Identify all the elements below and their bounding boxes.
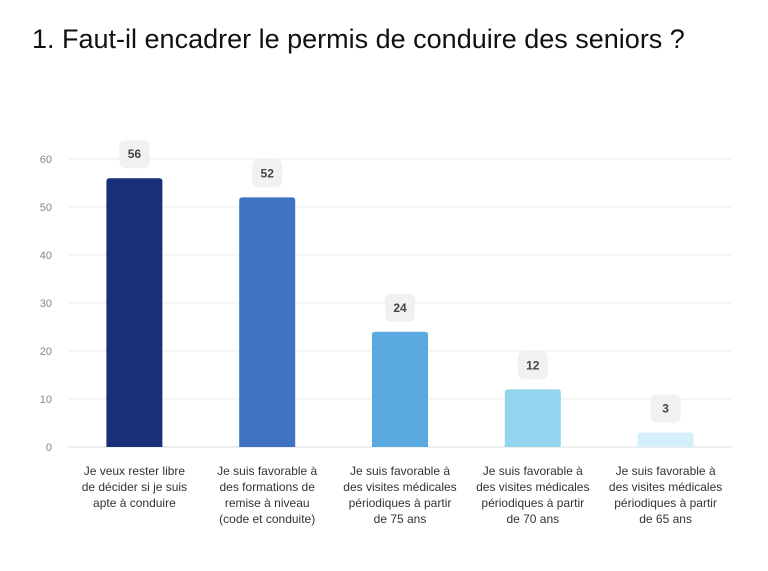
x-category-label: périodiques à partir: [481, 496, 584, 510]
x-category-label: Je suis favorable à: [217, 464, 317, 478]
x-category-label: Je suis favorable à: [350, 464, 450, 478]
y-tick-label: 30: [40, 298, 52, 310]
x-category-label: Je veux rester libre: [84, 464, 186, 478]
bar: [637, 432, 694, 447]
x-category-label: Je suis favorable à: [616, 464, 716, 478]
y-tick-label: 50: [40, 202, 52, 214]
chart-title: 1. Faut-il encadrer le permis de conduir…: [32, 24, 685, 54]
x-category-label: périodiques à partir: [614, 496, 717, 510]
data-label: 3: [662, 402, 669, 416]
x-category-label: périodiques à partir: [349, 496, 452, 510]
x-category-label: de 70 ans: [506, 512, 559, 526]
y-tick-label: 20: [40, 346, 52, 358]
data-label-badge: [119, 140, 150, 169]
x-category-label: des visites médicales: [343, 480, 456, 494]
data-label: 56: [128, 147, 142, 161]
x-category-label: de décider si je suis: [82, 480, 187, 494]
data-label: 12: [526, 358, 540, 372]
data-label: 24: [393, 301, 407, 315]
data-label-badge: [385, 293, 415, 322]
data-label-badge: [252, 159, 283, 188]
x-category-label: apte à conduire: [93, 496, 176, 510]
x-category-label: de 75 ans: [374, 512, 427, 526]
data-label: 52: [261, 166, 275, 180]
bar: [106, 178, 163, 447]
x-category-label: (code et conduite): [219, 512, 315, 526]
y-tick-label: 10: [40, 394, 52, 406]
x-category-label: de 65 ans: [639, 512, 692, 526]
data-label-badge: [650, 394, 681, 423]
bar: [372, 331, 428, 447]
x-category-label: Je suis favorable à: [483, 464, 583, 478]
x-category-label: des visites médicales: [476, 480, 589, 494]
x-category-label: des formations de: [220, 480, 316, 494]
y-tick-label: 60: [40, 154, 52, 166]
bar: [504, 389, 561, 447]
bar: [239, 197, 296, 447]
y-tick-label: 0: [46, 442, 52, 454]
data-label-badge: [517, 351, 548, 380]
x-category-label: des visites médicales: [609, 480, 722, 494]
x-category-label: remise à niveau: [225, 496, 310, 510]
y-tick-label: 40: [40, 250, 52, 262]
